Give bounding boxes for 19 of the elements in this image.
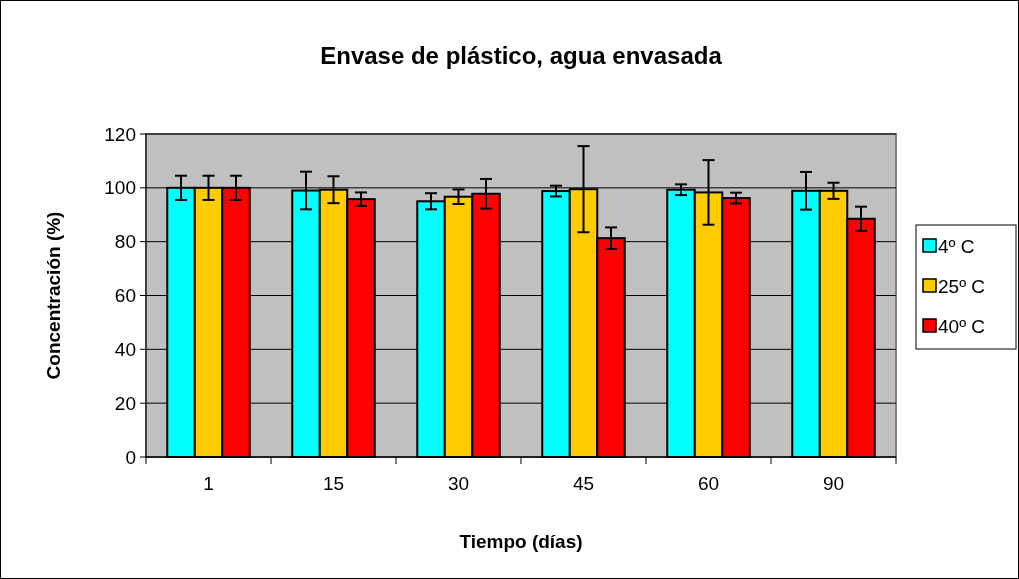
legend-label: 4º C — [938, 235, 975, 257]
y-tick-label: 80 — [114, 231, 136, 253]
y-axis-title: Concentración (%) — [43, 211, 64, 380]
legend-label: 25º C — [938, 275, 986, 297]
y-tick-label: 60 — [114, 285, 136, 307]
y-tick-label: 40 — [114, 338, 136, 360]
chart-title: Envase de plástico, agua envasada — [320, 42, 723, 69]
y-tick-label: 20 — [114, 392, 136, 414]
x-tick-label: 45 — [572, 473, 595, 494]
x-tick-label: 15 — [322, 473, 345, 494]
y-tick-label: 120 — [104, 123, 136, 145]
x-tick-label: 1 — [203, 473, 214, 494]
y-tick-label: 100 — [104, 177, 136, 199]
y-tick-label: 0 — [125, 446, 136, 468]
x-tick-label: 60 — [697, 473, 720, 494]
legend-label: 40º C — [938, 315, 986, 337]
x-tick-label: 90 — [822, 473, 845, 494]
x-axis-title: Tiempo (días) — [459, 531, 583, 552]
x-tick-label: 30 — [447, 473, 470, 494]
